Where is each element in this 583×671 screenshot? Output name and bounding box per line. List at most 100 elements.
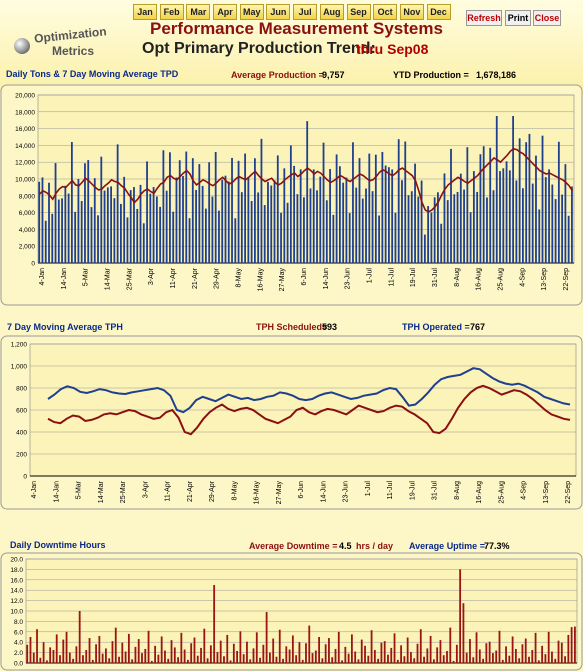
downtime-bar <box>301 659 304 663</box>
downtime-bar <box>459 569 462 663</box>
y-tick-label: 20.0 <box>10 557 23 564</box>
print-button[interactable]: Print <box>505 10 531 26</box>
downtime-bar <box>282 658 284 663</box>
header: Jan Feb Mar Apr May Jun Jul Aug Sep Oct Nov Dec Ref… <box>0 0 583 92</box>
daily-tons-bar <box>214 151 217 263</box>
x-tick-label: 8-Aug <box>454 268 461 287</box>
month-button-mar[interactable]: Mar <box>186 4 211 20</box>
downtime-bar <box>193 637 196 663</box>
downtime-bar <box>505 646 507 663</box>
daily-tons-bar <box>423 234 426 263</box>
downtime-bar <box>537 660 540 663</box>
daily-tons-bar <box>123 176 126 263</box>
month-button-dec[interactable]: Dec <box>426 4 451 20</box>
month-button-nov[interactable]: Nov <box>399 4 424 20</box>
downtime-bar <box>446 651 448 663</box>
downtime-bar <box>570 627 573 663</box>
close-button[interactable]: Close <box>533 10 561 26</box>
daily-tons-bar <box>378 215 380 263</box>
downtime-bar <box>291 635 294 663</box>
downtime-bar <box>62 639 65 663</box>
x-tick-label: 8-May <box>231 481 238 501</box>
downtime-bar <box>200 647 202 663</box>
x-tick-label: 8-May <box>236 268 243 288</box>
daily-tons-bar <box>338 166 341 263</box>
daily-tons-bar <box>185 151 188 263</box>
downtime-bar <box>564 656 566 663</box>
daily-tons-bar <box>322 142 325 263</box>
x-tick-label: 1-Jul <box>367 268 374 284</box>
tph-scheduled-label: TPH Scheduled= <box>256 322 328 332</box>
month-button-feb[interactable]: Feb <box>159 4 184 20</box>
y-tick-label: 10.0 <box>10 609 23 616</box>
downtime-bar <box>495 650 498 663</box>
downtime-bar <box>452 660 455 663</box>
month-button-may[interactable]: May <box>239 4 264 20</box>
month-button-apr[interactable]: Apr <box>213 4 238 20</box>
daily-tons-bar <box>391 169 394 263</box>
y-tick-label: 18,000 <box>15 109 35 116</box>
downtime-bar <box>383 641 386 663</box>
daily-tons-bar <box>254 158 256 263</box>
downtime-bar <box>91 659 94 663</box>
daily-tons-bar <box>67 193 70 263</box>
downtime-bar <box>331 657 334 663</box>
month-button-sep[interactable]: Sep <box>346 4 371 20</box>
x-tick-label: 16-Aug <box>476 481 483 504</box>
month-button-jun[interactable]: Jun <box>266 4 291 20</box>
downtime-bar <box>265 612 268 663</box>
downtime-bar <box>360 639 363 663</box>
downtime-bar <box>364 645 366 663</box>
x-tick-label: 25-Aug <box>498 268 505 291</box>
daily-tons-bar <box>126 217 129 263</box>
month-button-aug[interactable]: Aug <box>319 4 344 20</box>
daily-tons-bar <box>365 188 367 263</box>
downtime-bar <box>485 643 488 663</box>
x-tick-label: 31-Jul <box>432 268 439 288</box>
downtime-bar <box>334 648 337 663</box>
downtime-bar <box>413 658 416 663</box>
daily-tons-bar <box>374 154 377 263</box>
downtime-bar <box>534 632 537 663</box>
daily-tons-bar <box>309 188 312 263</box>
month-button-oct[interactable]: Oct <box>373 4 398 20</box>
daily-tons-bar <box>172 211 175 263</box>
y-tick-label: 16.0 <box>10 577 23 584</box>
x-tick-label: 13-Sep <box>543 481 550 504</box>
x-tick-label: 29-Apr <box>209 480 216 502</box>
daily-tons-bar <box>103 190 106 263</box>
daily-tons-bar <box>433 197 436 263</box>
y-tick-label: 6,000 <box>19 210 36 217</box>
downtime-bar <box>524 638 527 663</box>
downtime-bar <box>439 640 442 663</box>
daily-tons-bar <box>247 176 250 263</box>
downtime-bar <box>114 627 117 663</box>
x-tick-label: 3-Apr <box>148 267 155 285</box>
daily-tons-bar <box>178 160 181 263</box>
daily-tons-bar <box>544 177 547 263</box>
daily-tons-bar <box>518 138 521 263</box>
downtime-bar <box>68 652 71 663</box>
daily-tons-bar <box>289 145 292 263</box>
logo-line2: Metrics <box>52 44 95 58</box>
month-button-jan[interactable]: Jan <box>133 4 157 20</box>
daily-tons-bar <box>133 187 135 263</box>
refresh-button[interactable]: Refresh <box>466 10 502 26</box>
x-tick-label: 8-Aug <box>454 481 461 500</box>
daily-tons-bar <box>93 178 96 263</box>
x-tick-label: 27-May <box>276 481 283 505</box>
y-tick-label: 16,000 <box>15 126 35 133</box>
daily-tons-bar <box>169 152 171 263</box>
x-tick-label: 11-Apr <box>170 267 177 288</box>
month-button-jul[interactable]: Jul <box>293 4 318 20</box>
daily-tons-bar <box>541 135 544 263</box>
daily-tons-bar <box>525 142 528 263</box>
daily-tons-bar <box>489 147 492 263</box>
daily-tons-bar <box>41 177 44 263</box>
downtime-bar <box>442 655 445 663</box>
x-tick-label: 11-Jul <box>388 268 395 287</box>
daily-tons-bar <box>120 203 122 263</box>
daily-tons-bar <box>515 180 518 263</box>
y-tick-label: 8,000 <box>19 193 36 200</box>
downtime-bar <box>252 648 255 663</box>
